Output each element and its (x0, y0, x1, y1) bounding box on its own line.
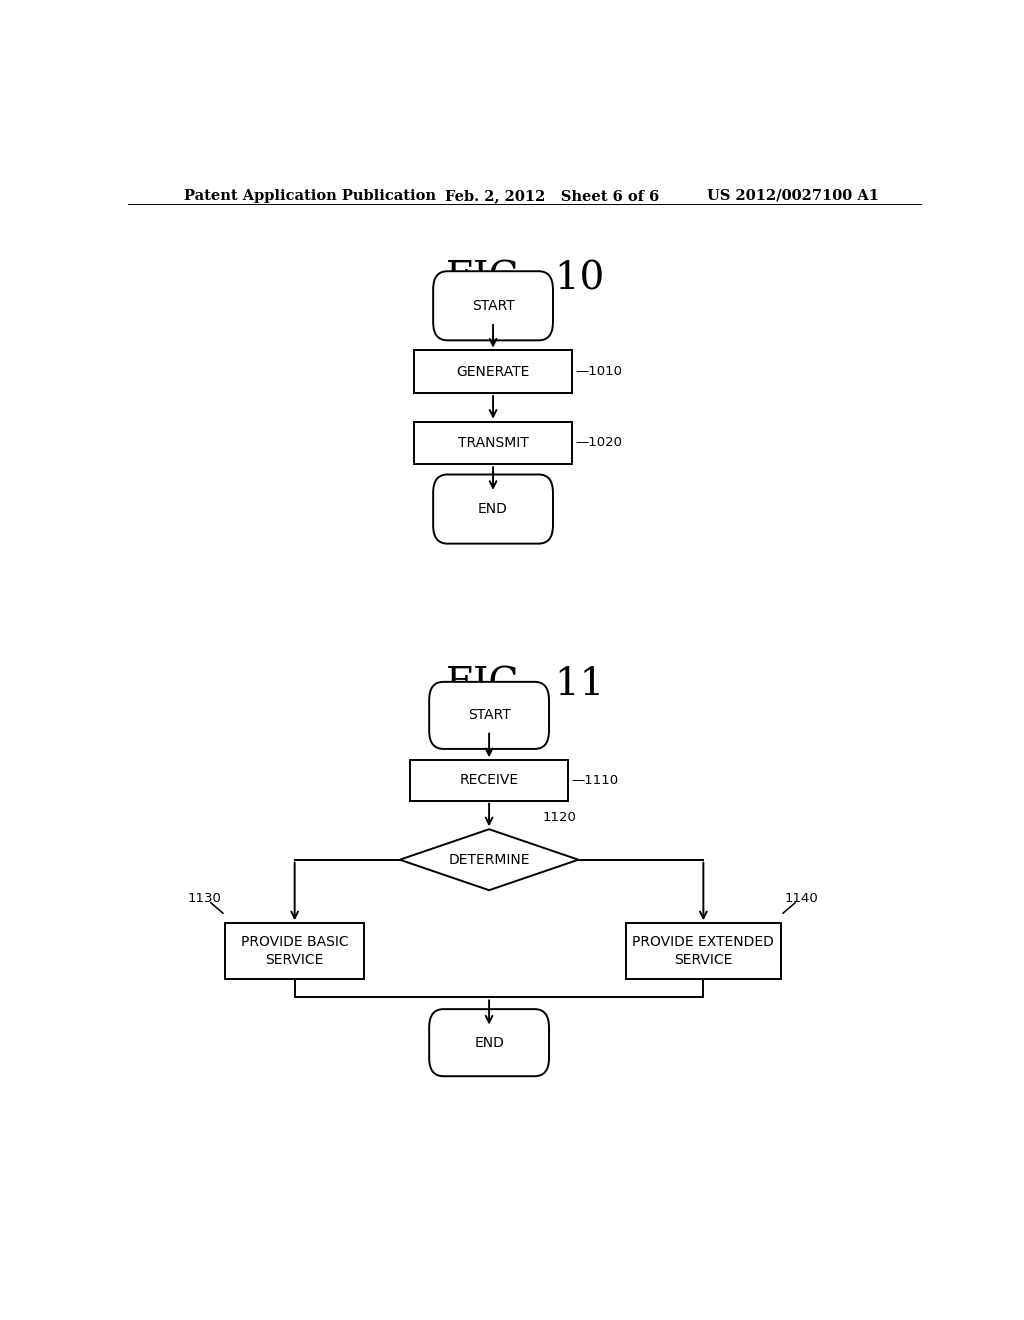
Text: PROVIDE BASIC
SERVICE: PROVIDE BASIC SERVICE (241, 935, 348, 968)
Text: 1120: 1120 (543, 812, 577, 824)
Text: —1010: —1010 (575, 366, 623, 379)
Text: PROVIDE EXTENDED
SERVICE: PROVIDE EXTENDED SERVICE (633, 935, 774, 968)
Text: 1130: 1130 (187, 892, 221, 906)
Bar (414, 421, 572, 465)
Text: —1110: —1110 (571, 774, 618, 787)
Text: START: START (468, 709, 510, 722)
Text: END: END (478, 502, 508, 516)
Text: US 2012/0027100 A1: US 2012/0027100 A1 (708, 189, 880, 203)
Text: Patent Application Publication: Patent Application Publication (183, 189, 435, 203)
Text: FIG.  11: FIG. 11 (445, 667, 604, 704)
Text: START: START (472, 298, 514, 313)
Text: 1140: 1140 (784, 892, 818, 906)
Text: END: END (474, 1036, 504, 1049)
Polygon shape (399, 829, 579, 890)
Text: RECEIVE: RECEIVE (460, 774, 518, 788)
Text: Feb. 2, 2012   Sheet 6 of 6: Feb. 2, 2012 Sheet 6 of 6 (445, 189, 659, 203)
Text: FIG.  10: FIG. 10 (445, 260, 604, 297)
FancyBboxPatch shape (429, 682, 549, 748)
Bar (414, 351, 572, 393)
Bar (410, 760, 568, 801)
Text: —1020: —1020 (575, 437, 623, 450)
Text: GENERATE: GENERATE (457, 364, 529, 379)
Text: DETERMINE: DETERMINE (449, 853, 529, 867)
FancyBboxPatch shape (433, 474, 553, 544)
Bar (626, 923, 780, 979)
FancyBboxPatch shape (429, 1008, 549, 1076)
Bar (225, 923, 365, 979)
Text: TRANSMIT: TRANSMIT (458, 436, 528, 450)
FancyBboxPatch shape (433, 271, 553, 341)
